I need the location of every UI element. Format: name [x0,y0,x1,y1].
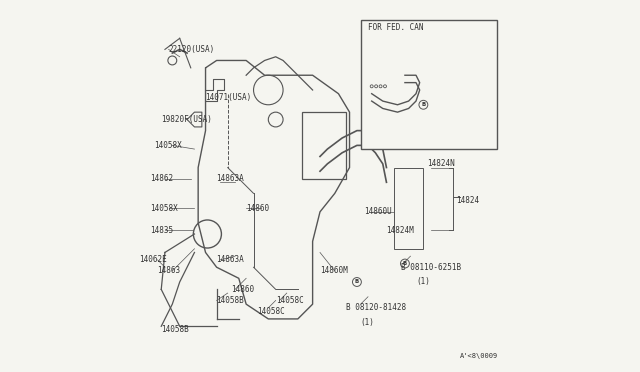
Text: (1): (1) [445,119,460,128]
Bar [301,112,346,179]
Text: 14860U: 14860U [364,207,392,217]
Text: 14058X: 14058X [154,141,182,150]
Text: A'<8\0009: A'<8\0009 [460,353,499,359]
Bar [394,167,424,249]
Text: (1): (1) [416,278,430,286]
Text: 14824: 14824 [383,41,406,50]
Text: FOR FED. CAN: FOR FED. CAN [368,23,424,32]
Text: 14860M: 14860M [320,266,348,275]
Text: 19820F(USA): 19820F(USA) [161,115,212,124]
Text: 14058B: 14058B [216,296,244,305]
Text: 14860: 14860 [246,203,269,213]
Text: B: B [421,102,426,107]
Text: 14863A: 14863A [216,255,244,264]
Text: 14058B: 14058B [161,326,189,334]
Text: 22120(USA): 22120(USA) [168,45,215,54]
Text: 14860: 14860 [232,285,255,294]
Bar [360,20,497,149]
Text: 14863A: 14863A [216,174,244,183]
Text: 14863: 14863 [157,266,180,275]
Text: B 08110-6251B: B 08110-6251B [431,100,491,109]
Text: 14860U: 14860U [424,60,451,69]
Text: 14835: 14835 [150,226,173,235]
Text: 14824N: 14824N [427,159,455,169]
Text: 14058C: 14058C [276,296,303,305]
Text: 14058C: 14058C [257,307,285,316]
Text: B 08110-6251B: B 08110-6251B [401,263,461,272]
Text: (1): (1) [360,318,374,327]
Text: 14862: 14862 [150,174,173,183]
Text: B 08120-81428: B 08120-81428 [346,303,406,312]
Text: B: B [403,261,407,266]
Text: 14824: 14824 [456,196,480,205]
Text: 14058X: 14058X [150,203,178,213]
Text: 14062E: 14062E [139,255,167,264]
Text: B: B [355,279,359,285]
Text: 14824M: 14824M [387,226,414,235]
Text: 14071(USA): 14071(USA) [205,93,252,102]
